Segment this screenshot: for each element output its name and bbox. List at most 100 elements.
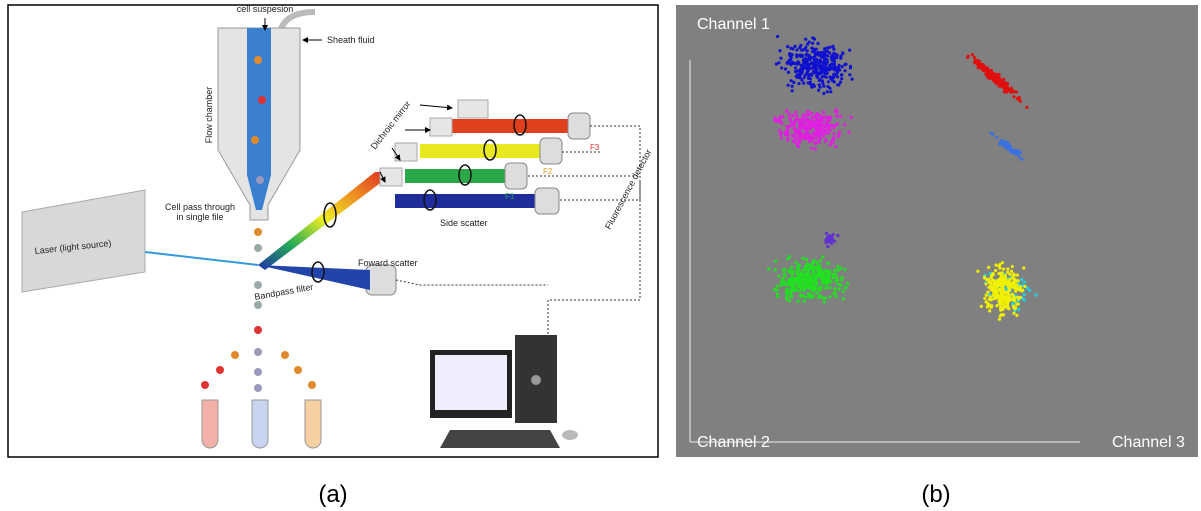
point [796, 76, 799, 79]
point [797, 273, 800, 276]
point [815, 58, 818, 61]
point [789, 58, 792, 61]
point [993, 285, 996, 288]
point [790, 47, 793, 50]
point [815, 261, 818, 264]
point [822, 85, 825, 88]
point [810, 47, 813, 50]
point [1012, 95, 1015, 98]
point [988, 309, 991, 312]
point [843, 123, 846, 126]
point [826, 274, 829, 277]
point [815, 115, 818, 118]
point [983, 297, 986, 300]
beam-f1 [405, 169, 505, 183]
point [792, 114, 795, 117]
point [789, 63, 792, 66]
point [823, 47, 826, 50]
point [815, 68, 818, 71]
axis-label: Channel 1 [697, 16, 770, 33]
point [1025, 106, 1028, 109]
point [810, 112, 813, 115]
point [821, 51, 824, 54]
point [796, 267, 799, 270]
point [824, 281, 827, 284]
point [819, 259, 822, 262]
point [787, 125, 790, 128]
point [848, 49, 851, 52]
point [973, 61, 976, 64]
point [826, 271, 829, 274]
point [786, 62, 789, 65]
point [1028, 289, 1031, 292]
point [1023, 281, 1026, 284]
point [793, 134, 796, 137]
point [802, 299, 805, 302]
point [824, 115, 827, 118]
point [987, 278, 990, 281]
point [975, 59, 978, 62]
point [836, 279, 839, 282]
point [797, 69, 800, 72]
point [829, 90, 832, 93]
point [829, 286, 832, 289]
point [1002, 281, 1005, 284]
figure: cell suspesion Sheath fluid Flow chamber… [0, 0, 1201, 511]
point [821, 82, 824, 85]
point [841, 65, 844, 68]
point [774, 268, 777, 271]
point [1015, 283, 1018, 286]
point [823, 59, 826, 62]
point [990, 274, 993, 277]
point [826, 262, 829, 265]
point [1023, 293, 1026, 296]
point [1001, 271, 1004, 274]
point [838, 287, 841, 290]
point [776, 35, 779, 38]
point [998, 267, 1001, 270]
point [825, 232, 828, 235]
point [811, 42, 814, 45]
plot-background [676, 5, 1198, 457]
point [1009, 297, 1012, 300]
point [828, 237, 831, 240]
point [820, 75, 823, 78]
point [832, 126, 835, 129]
point [773, 288, 776, 291]
point [823, 65, 826, 68]
point [813, 133, 816, 136]
point [818, 65, 821, 68]
point [781, 277, 784, 280]
point [805, 264, 808, 267]
point [784, 274, 787, 277]
point [843, 268, 846, 271]
point [815, 112, 818, 115]
point [827, 67, 830, 70]
point [824, 138, 827, 141]
point [779, 57, 782, 60]
point [788, 113, 791, 116]
point [795, 114, 798, 117]
point [802, 82, 805, 85]
point [833, 269, 836, 272]
point [810, 147, 813, 150]
point [825, 120, 828, 123]
point [808, 296, 811, 299]
point [807, 114, 810, 117]
panel-b: Channel 1 Channel 2 Channel 3 [676, 5, 1198, 457]
point [1007, 144, 1010, 147]
point [806, 128, 809, 131]
point [790, 120, 793, 123]
point [830, 242, 833, 245]
point [777, 275, 780, 278]
point [791, 85, 794, 88]
point [826, 245, 829, 248]
point [831, 54, 834, 57]
point [813, 288, 816, 291]
point [808, 58, 811, 61]
point [836, 122, 839, 125]
point [837, 83, 840, 86]
point [790, 270, 793, 273]
point [843, 63, 846, 66]
point [817, 275, 820, 278]
